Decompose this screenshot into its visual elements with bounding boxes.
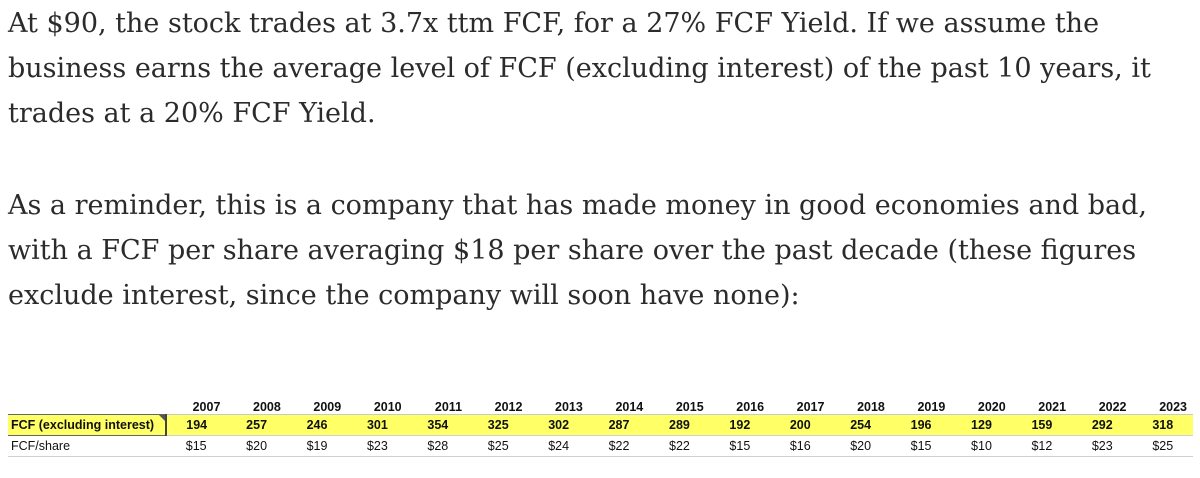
fcf-per-share-cell: $25: [1152, 439, 1174, 453]
fcf-per-share-cell: $25: [487, 439, 509, 453]
row-label-fcf: FCF (excluding interest): [8, 414, 167, 436]
year-header-cell: 2009: [313, 400, 342, 414]
fcf-table: 2007 2008 2009 2010 2011 2012 2013 2014 2015 2016…: [8, 396, 1193, 457]
year-header-row: 2007 2008 2009 2010 2011 2012 2013 2014 2015 2016…: [8, 396, 1193, 415]
fcf-per-share-cell: $12: [1031, 439, 1053, 453]
fcf-per-share-cell: $20: [850, 439, 872, 453]
row-label-text: FCF/share: [11, 439, 71, 453]
fcf-value-cell: 318: [1152, 418, 1174, 432]
fcf-value-cell: 301: [366, 418, 388, 432]
year-header-cell: 2017: [796, 400, 825, 414]
fcf-value-cell: 287: [608, 418, 630, 432]
header-label-cell: [8, 396, 166, 415]
comment-marker-icon: [159, 415, 164, 421]
table-row-fcf: FCF (excluding interest) 194 257 246 301 354…: [8, 414, 1193, 436]
fcf-value-cell: 325: [487, 418, 509, 432]
year-header-cell: 2010: [373, 400, 402, 414]
fcf-per-share-cell: $20: [246, 439, 268, 453]
year-header-cell: 2007: [192, 400, 221, 414]
year-header-cell: 2008: [253, 400, 281, 414]
fcf-per-share-cell: $23: [1091, 439, 1113, 453]
year-header-cell: 2012: [494, 400, 523, 414]
article-body: At $90, the stock trades at 3.7x ttm FCF…: [8, 0, 1193, 318]
year-header-cell: 2015: [675, 400, 704, 414]
fcf-value-cell: 129: [971, 418, 992, 432]
year-header-cell: 2023: [1159, 400, 1187, 414]
fcf-value-cell: 246: [306, 418, 328, 432]
fcf-table-image: 2007 2008 2009 2010 2011 2012 2013 2014 2015 2016…: [8, 396, 1193, 457]
year-header-cell: 2022: [1098, 400, 1127, 414]
table-row-fcf-share: FCF/share $15 $20 $19 $23 $28 $25 $24 $22 $22 $15…: [8, 435, 1193, 457]
row-label-fcf-share: FCF/share: [8, 436, 166, 457]
fcf-value-cell: 196: [910, 418, 932, 432]
year-header-cell: 2014: [615, 400, 644, 414]
fcf-value-cell: 257: [246, 418, 268, 432]
fcf-per-share-cell: $15: [185, 439, 207, 453]
fcf-value-cell: 192: [729, 418, 751, 432]
year-header-cell: 2016: [736, 400, 765, 414]
fcf-value-cell: 194: [186, 418, 208, 432]
fcf-per-share-cell: $19: [306, 439, 328, 453]
fcf-per-share-cell: $22: [669, 439, 690, 453]
fcf-value-cell: 159: [1031, 418, 1053, 432]
year-header-cell: 2021: [1038, 400, 1067, 414]
fcf-per-share-cell: $22: [608, 439, 630, 453]
year-header-cell: 2020: [977, 400, 1006, 414]
fcf-value-cell: 200: [789, 418, 811, 432]
fcf-value-cell: 292: [1091, 418, 1113, 432]
year-header-cell: 2011: [434, 400, 463, 414]
fcf-value-cell: 254: [850, 418, 872, 432]
year-header-cell: 2013: [555, 400, 583, 414]
fcf-value-cell: 302: [548, 418, 570, 432]
fcf-per-share-cell: $24: [548, 439, 570, 453]
fcf-value-cell: 354: [427, 418, 449, 432]
row-label-text: FCF (excluding interest): [11, 418, 155, 432]
paragraph-reminder: As a reminder, this is a company that ha…: [8, 190, 1147, 311]
fcf-per-share-cell: $16: [789, 439, 811, 453]
fcf-per-share-cell: $10: [971, 439, 992, 453]
fcf-per-share-cell: $15: [910, 439, 932, 453]
paragraph-fcf-yield: At $90, the stock trades at 3.7x ttm FCF…: [8, 8, 1151, 129]
year-header-cell: 2018: [857, 400, 885, 414]
fcf-per-share-cell: $15: [729, 439, 751, 453]
fcf-per-share-cell: $28: [427, 439, 449, 453]
fcf-per-share-cell: $23: [366, 439, 388, 453]
year-header-cell: 2019: [917, 400, 946, 414]
fcf-value-cell: 289: [669, 418, 690, 432]
